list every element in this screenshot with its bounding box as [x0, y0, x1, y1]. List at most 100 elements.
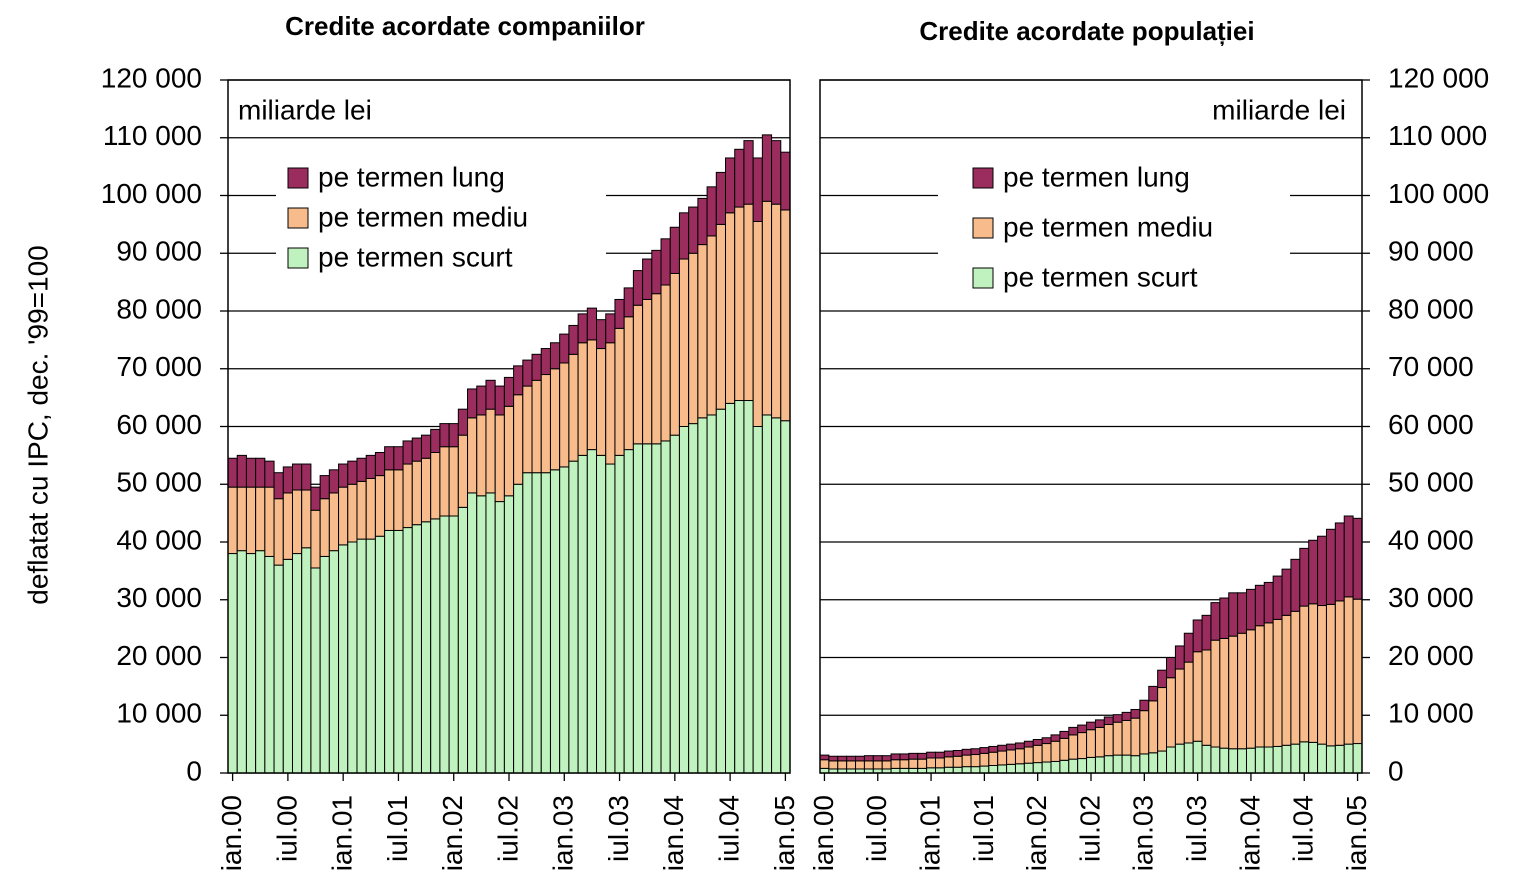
- bar-segment: [245, 553, 257, 774]
- annotation: miliarde lei: [238, 94, 372, 125]
- bar-segment: [1281, 744, 1292, 774]
- bar-segment: [632, 443, 644, 774]
- bar-segment: [1130, 708, 1141, 719]
- x-tick-label: ian.05: [769, 795, 800, 871]
- bar-segment: [1032, 762, 1043, 774]
- bar-segment: [503, 376, 515, 407]
- bar-segment: [596, 319, 607, 350]
- x-tick-label: iul.00: [861, 795, 892, 862]
- bar-segment: [411, 437, 422, 462]
- x-tick-label: ian.03: [548, 795, 579, 871]
- x-tick-label: iul.04: [1288, 795, 1319, 862]
- bar-segment: [411, 460, 422, 526]
- bar-segment: [1237, 748, 1247, 774]
- bar-segment: [301, 489, 312, 549]
- bar-segment: [476, 414, 487, 497]
- bar-segment: [494, 385, 505, 416]
- bar-segment: [1139, 699, 1150, 712]
- bar-segment: [970, 766, 981, 774]
- bar-segment: [997, 744, 1008, 752]
- x-tick-label: ian.04: [658, 795, 689, 871]
- bar-segment: [586, 339, 598, 451]
- bar-segment: [264, 460, 275, 488]
- bar-segment: [1166, 657, 1176, 679]
- x-tick-label: iul.00: [271, 795, 302, 862]
- x-tick-label: iul.01: [382, 795, 413, 862]
- bar-segment: [706, 414, 717, 774]
- bar-segment: [1157, 687, 1168, 752]
- bar-segment: [1228, 592, 1239, 637]
- bar-segment: [1183, 661, 1194, 744]
- bar-segment: [1219, 597, 1230, 639]
- bar-segment: [1041, 743, 1052, 763]
- bar-segment: [549, 368, 561, 471]
- bar-segment: [1166, 746, 1176, 774]
- bar-segment: [503, 495, 515, 774]
- bar-segment: [1210, 639, 1221, 748]
- bar-segment: [1006, 763, 1016, 774]
- bar-segment: [1059, 737, 1070, 761]
- bar-segment: [1166, 677, 1176, 748]
- annotation-bg: [1181, 92, 1351, 132]
- bar-segment: [752, 426, 763, 774]
- bar-segment: [1014, 742, 1025, 750]
- bar-segment: [1041, 761, 1052, 774]
- bar-segment: [890, 759, 901, 769]
- bar-segment: [577, 342, 588, 456]
- bar-segment: [1325, 603, 1336, 747]
- bar-segment: [236, 454, 247, 488]
- bar-segment: [872, 755, 883, 762]
- bar-segment: [771, 140, 782, 205]
- bar-segment: [1237, 632, 1247, 750]
- bar-segment: [1094, 719, 1105, 728]
- bar-segment: [522, 359, 533, 387]
- bar-segment: [448, 515, 459, 774]
- bar-segment: [347, 460, 358, 485]
- bar-segment: [1272, 575, 1283, 620]
- bar-segment: [651, 293, 662, 445]
- bar-segment: [531, 379, 542, 474]
- bar-segment: [467, 417, 478, 494]
- bar-segment: [1325, 528, 1336, 605]
- y-tick-label: 80 000: [1388, 293, 1474, 324]
- bar-segment: [1094, 726, 1105, 758]
- bar-segment: [282, 466, 293, 494]
- bar-segment: [863, 755, 874, 762]
- y-tick-label: 10 000: [1388, 698, 1474, 729]
- bar-segment: [706, 235, 717, 416]
- bar-segment: [328, 550, 340, 774]
- bar-segment: [531, 472, 542, 774]
- annotation-bg: [234, 92, 404, 132]
- y-tick-label: 50 000: [1388, 467, 1474, 498]
- bar-segment: [328, 469, 340, 494]
- bar-segment: [310, 509, 321, 569]
- bar-segment: [846, 755, 857, 762]
- bar-segment: [393, 529, 404, 774]
- bar-segment: [1068, 734, 1079, 760]
- chart-title: Credite acordate populației: [919, 16, 1254, 46]
- bar-segment: [1254, 746, 1265, 774]
- plot-frame: [227, 79, 791, 774]
- bar-segment: [430, 428, 441, 453]
- bar-segment: [970, 754, 981, 768]
- bar-segment: [688, 206, 699, 254]
- bar-segment: [1157, 669, 1168, 689]
- y-tick-label: 40 000: [1388, 524, 1474, 555]
- bar-segment: [365, 454, 376, 479]
- bar-segment: [752, 220, 763, 427]
- bar-segment: [819, 759, 830, 769]
- bar-segment: [301, 463, 312, 491]
- bar-segment: [1281, 568, 1292, 616]
- bar-segment: [943, 756, 954, 768]
- bar-segment: [439, 515, 450, 774]
- bar-segment: [761, 414, 773, 774]
- y-tick-label: 90 000: [1388, 236, 1474, 267]
- bar-segment: [540, 348, 551, 376]
- x-tick-label: ian.00: [216, 795, 247, 871]
- bar-segment: [961, 754, 972, 768]
- bar-segment: [1245, 747, 1256, 774]
- bar-segment: [273, 498, 284, 566]
- bar-segment: [439, 423, 450, 448]
- bar-segment: [1112, 754, 1123, 774]
- bar-segment: [1219, 747, 1230, 774]
